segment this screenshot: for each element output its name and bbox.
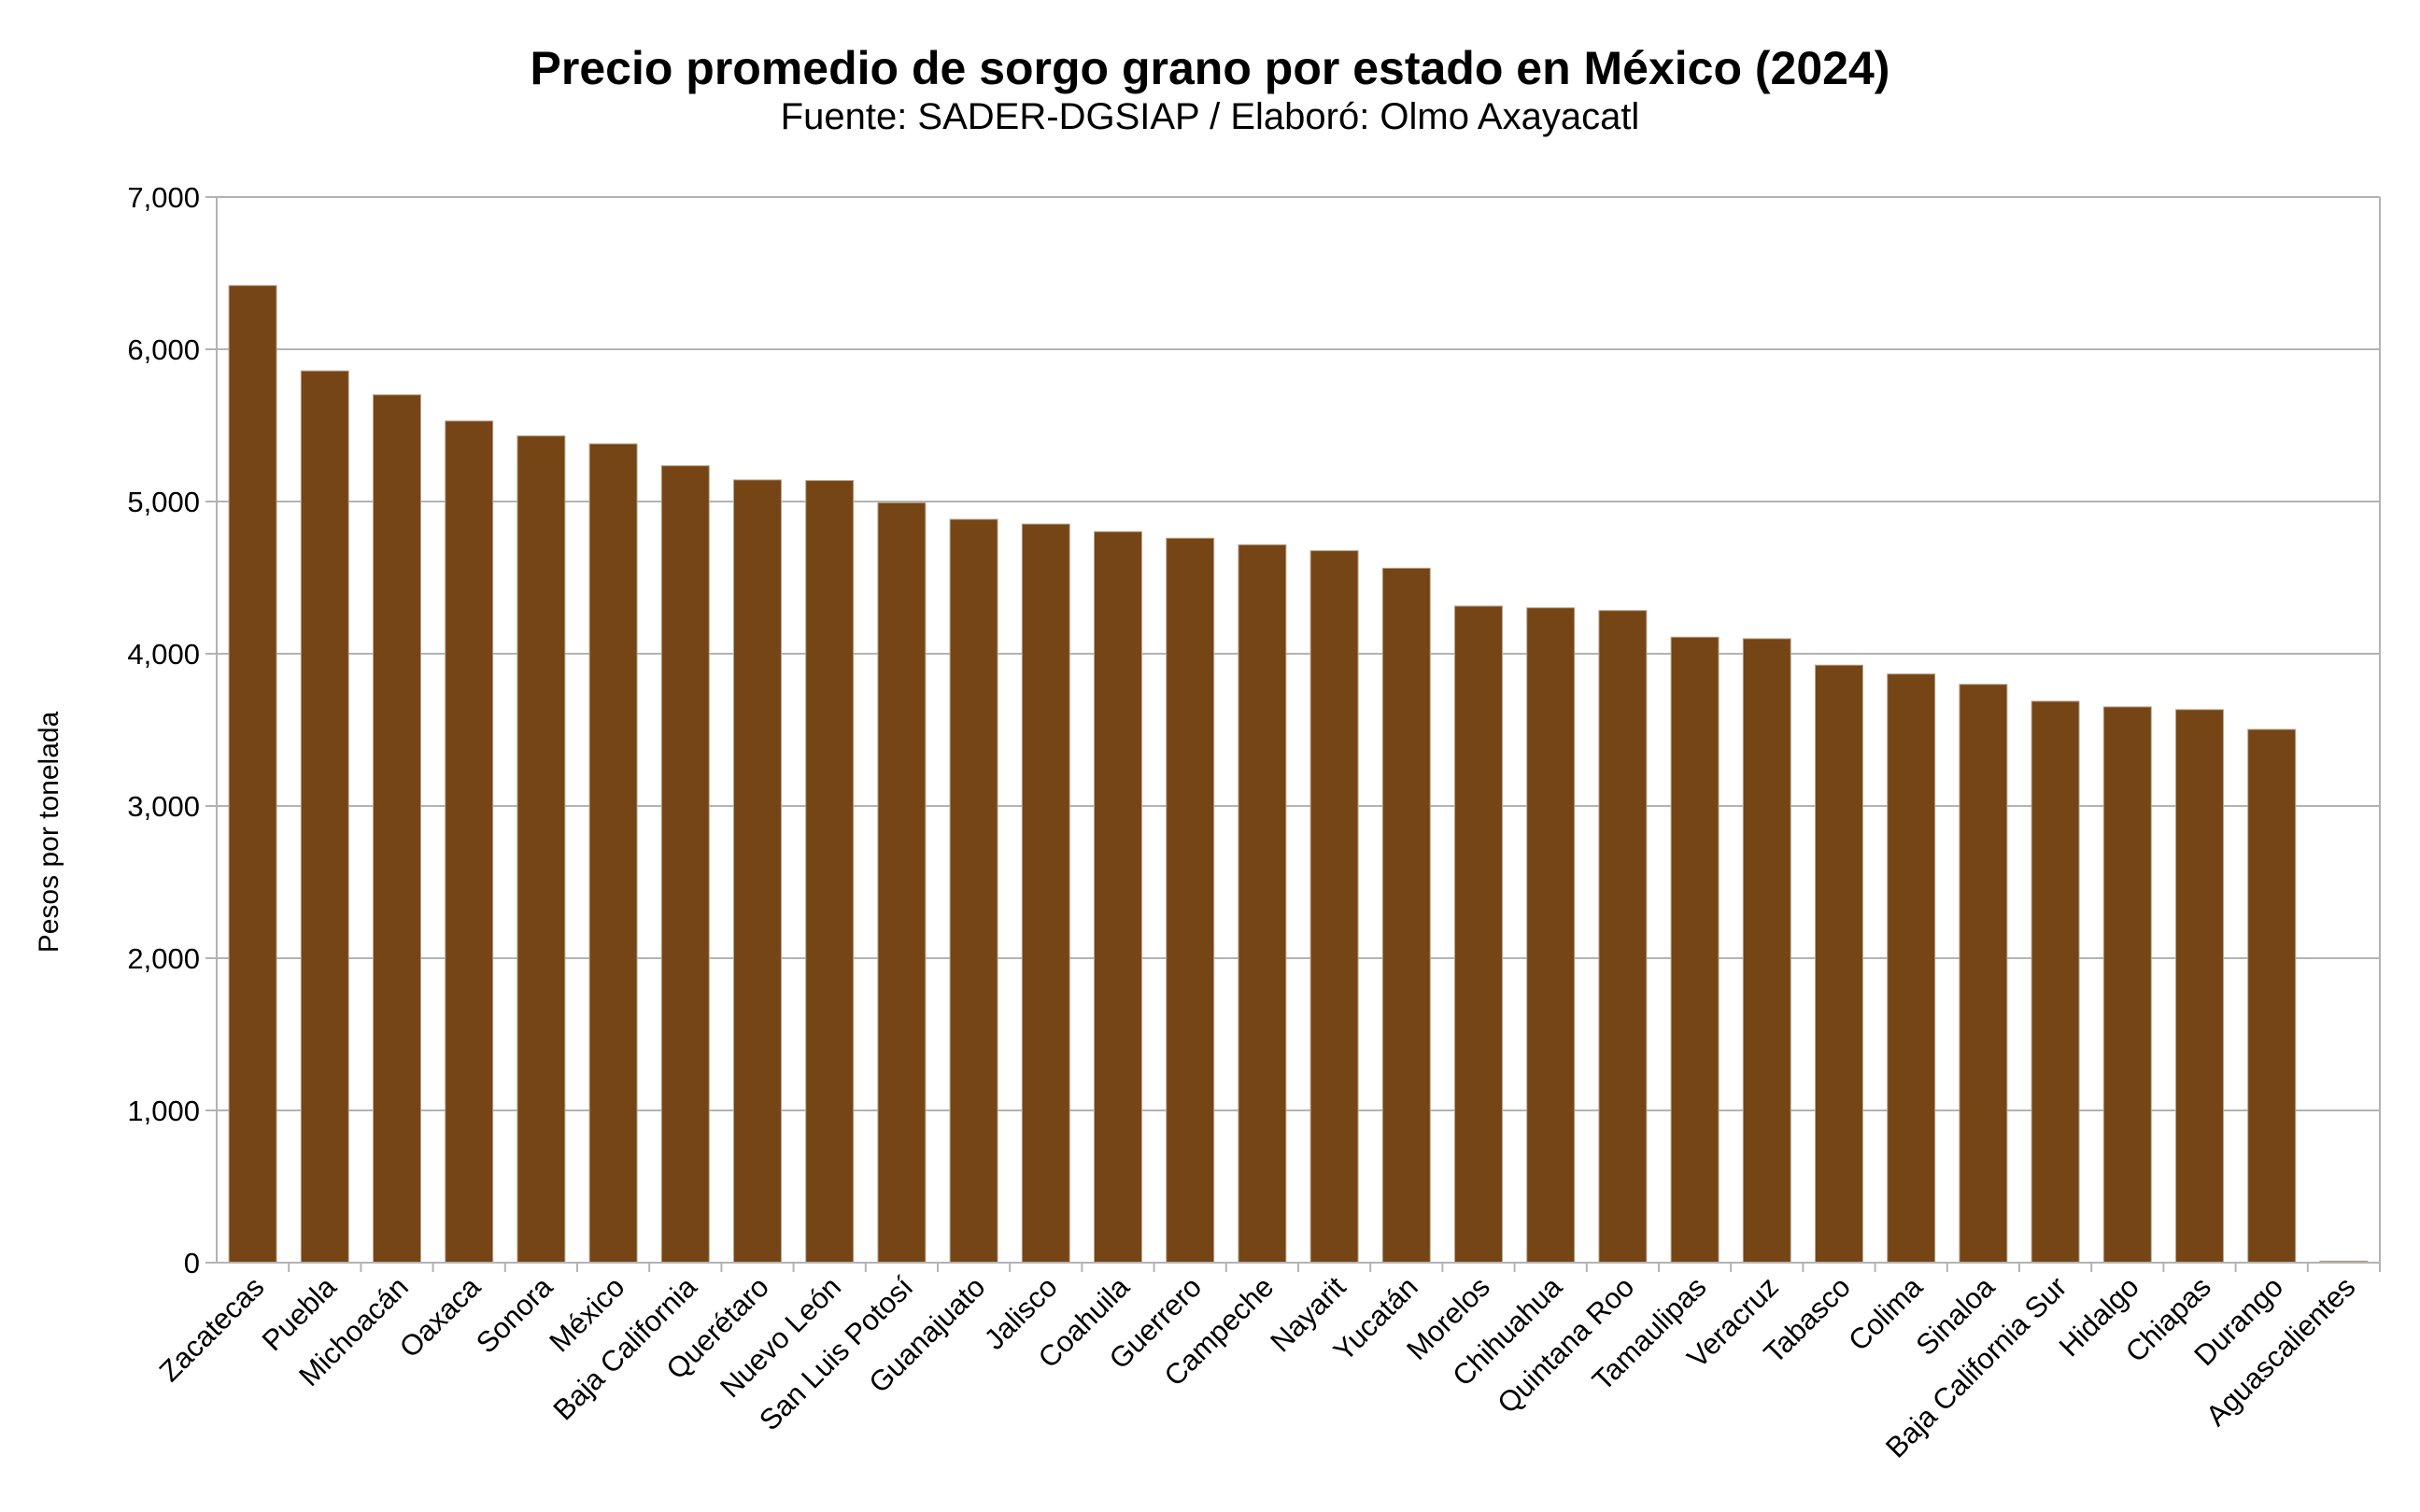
bar-morelos: [1454, 605, 1503, 1264]
bar-chihuahua: [1526, 607, 1576, 1264]
bar-sinaloa: [1959, 684, 2008, 1264]
y-tick-label: 0: [184, 1247, 200, 1279]
bar-coahuila: [1094, 530, 1142, 1264]
bar-michoacán: [373, 394, 421, 1264]
y-tick-label: 3,000: [127, 790, 200, 823]
chart-title: Precio promedio de sorgo grano por estad…: [530, 42, 1890, 94]
bar-chiapas: [2175, 709, 2224, 1264]
bar-tabasco: [1815, 664, 1863, 1264]
bar-nayarit: [1309, 550, 1359, 1264]
bar-oaxaca: [445, 420, 494, 1264]
x-tick-label: Oaxaca: [393, 1270, 488, 1364]
bar-campeche: [1238, 544, 1287, 1264]
bar-puebla: [300, 370, 349, 1264]
y-tick-label: 5,000: [127, 486, 200, 518]
bar-sonora: [517, 435, 566, 1264]
bar-guanajuato: [949, 518, 998, 1264]
bar-zacatecas: [228, 285, 277, 1264]
y-tick-label: 4,000: [127, 638, 200, 671]
y-tick-label: 1,000: [127, 1095, 200, 1127]
bar-quintana-roo: [1598, 610, 1648, 1264]
bar-tamaulipas: [1670, 636, 1719, 1264]
y-tick-label: 2,000: [127, 942, 200, 975]
bar-durango: [2247, 728, 2297, 1264]
y-tick-label: 7,000: [127, 181, 200, 214]
bar-baja-california-sur: [2031, 700, 2080, 1264]
bar-querétaro: [733, 479, 782, 1264]
bar-hidalgo: [2102, 706, 2152, 1264]
y-tick-label: 6,000: [127, 333, 200, 366]
chart-subtitle: Fuente: SADER-DGSIAP / Elaboró: Olmo Axa…: [780, 96, 1640, 137]
bar-baja-california: [660, 465, 710, 1264]
bar-méxico: [588, 443, 638, 1264]
bar-nuevo-león: [805, 480, 855, 1264]
x-tick-label: Zacatecas: [153, 1270, 271, 1388]
x-tick-label: Sonora: [470, 1270, 559, 1360]
bar-guerrero: [1166, 537, 1215, 1264]
bar-san-luis-potosí: [877, 502, 927, 1264]
bar-veracruz: [1742, 638, 1791, 1264]
bar-yucatán: [1381, 567, 1431, 1264]
bar-colima: [1887, 673, 1936, 1264]
bar-jalisco: [1021, 523, 1070, 1264]
